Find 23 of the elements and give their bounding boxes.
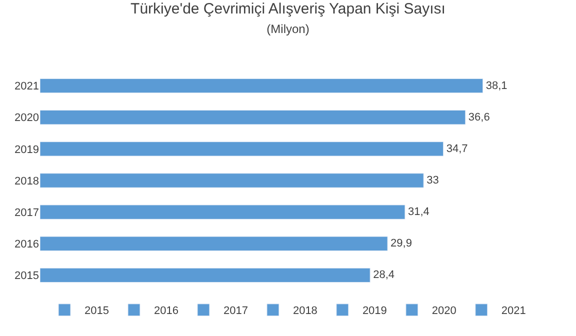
y-tick-label: 2021 xyxy=(14,80,39,93)
data-label: 31,4 xyxy=(408,206,430,218)
legend-label: 2018 xyxy=(292,305,318,318)
y-tick-label: 2019 xyxy=(14,144,39,156)
data-label: 29,9 xyxy=(390,238,412,250)
y-tick-label: 2015 xyxy=(14,270,39,282)
legend-label: 2021 xyxy=(501,305,526,318)
legend-label: 2020 xyxy=(432,305,456,318)
data-label: 28,4 xyxy=(373,269,395,282)
legend-label: 2016 xyxy=(154,305,178,318)
y-tick-label: 2020 xyxy=(14,112,39,124)
chart-subtitle: (Milyon) xyxy=(266,22,310,36)
data-label: 36,6 xyxy=(468,111,490,124)
y-tick-label: 2018 xyxy=(14,175,39,188)
data-label: 33 xyxy=(426,174,439,186)
legend-label: 2019 xyxy=(362,305,387,318)
data-label: 38,1 xyxy=(486,80,508,92)
chart-title: Türkiye'de Çevrimiçi Alışveriş Yapan Kişi Sayısı xyxy=(130,0,446,18)
y-tick-label: 2016 xyxy=(14,238,39,250)
data-label: 34,7 xyxy=(446,142,468,155)
legend-label: 2015 xyxy=(84,305,109,318)
y-tick-label: 2017 xyxy=(14,206,39,219)
legend-label: 2017 xyxy=(223,305,248,318)
